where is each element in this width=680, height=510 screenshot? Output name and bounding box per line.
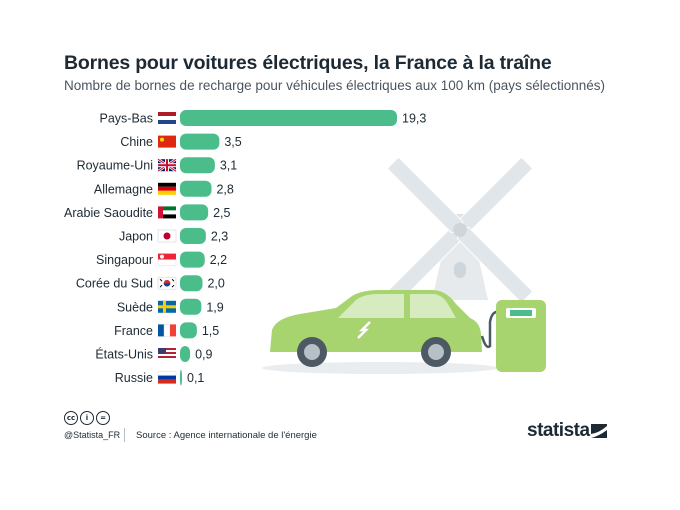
bar bbox=[180, 204, 209, 221]
bar-row: Suède 1,9 bbox=[117, 298, 224, 315]
category-label: Japon bbox=[119, 230, 153, 244]
flag-france-icon bbox=[158, 324, 176, 337]
category-label: Russie bbox=[115, 371, 153, 385]
bars-layer: Pays-Bas 19,3 Chine 3,5 Royaume-Uni 3,1 Allema… bbox=[64, 110, 426, 386]
statista-logo-icon bbox=[591, 424, 607, 438]
flag-sweden-icon bbox=[158, 300, 176, 313]
bar bbox=[180, 110, 397, 126]
value-label: 2,2 bbox=[210, 253, 227, 267]
flag-saudi-arabia-icon bbox=[158, 206, 176, 219]
license-icons: cc i = bbox=[64, 411, 110, 425]
bar-row: Allemagne 2,8 bbox=[94, 180, 234, 197]
bar-row: Singapour 2,2 bbox=[96, 251, 227, 268]
category-label: Pays-Bas bbox=[100, 112, 154, 126]
value-label: 3,5 bbox=[224, 135, 241, 149]
bar bbox=[180, 346, 191, 362]
bar-row: France 1,5 bbox=[114, 322, 219, 339]
value-label: 1,9 bbox=[206, 300, 223, 314]
flag-united-kingdom-icon bbox=[157, 158, 177, 173]
bar bbox=[180, 251, 205, 268]
category-label: Royaume-Uni bbox=[77, 159, 153, 173]
category-label: Suède bbox=[117, 300, 153, 314]
bar-row: Royaume-Uni 3,1 bbox=[77, 157, 237, 174]
value-label: 2,8 bbox=[216, 182, 233, 196]
value-label: 1,5 bbox=[202, 324, 219, 338]
flag-china-icon bbox=[158, 135, 176, 148]
flag-united-states-icon bbox=[158, 348, 176, 360]
chart-title: Bornes pour voitures électriques, la Fra… bbox=[64, 52, 552, 74]
category-label: Corée du Sud bbox=[76, 277, 153, 291]
bar bbox=[180, 322, 197, 339]
bar bbox=[180, 275, 203, 292]
bar-row: Japon 2,3 bbox=[119, 228, 228, 244]
flag-singapore-icon bbox=[157, 253, 177, 266]
chart-subtitle: Nombre de bornes de recharge pour véhicu… bbox=[64, 78, 606, 93]
category-label: États-Unis bbox=[95, 347, 153, 362]
cc-icon: cc bbox=[64, 411, 78, 425]
bar bbox=[180, 228, 206, 244]
bar bbox=[180, 157, 215, 174]
flag-south-korea-icon bbox=[157, 276, 177, 290]
value-label: 3,1 bbox=[220, 159, 237, 173]
category-label: Chine bbox=[120, 135, 153, 149]
source-note: Source : Agence internationale de l'éner… bbox=[136, 430, 317, 441]
flag-japan-icon bbox=[157, 229, 177, 243]
flag-netherlands-icon bbox=[158, 112, 176, 124]
value-label: 2,3 bbox=[211, 230, 228, 244]
footer-divider bbox=[124, 428, 125, 442]
bar-row: États-Unis 0,9 bbox=[95, 346, 213, 362]
category-label: Arabie Saoudite bbox=[64, 206, 153, 220]
flag-russia-icon bbox=[157, 371, 177, 384]
bar-row: Russie 0,1 bbox=[115, 369, 204, 386]
value-label: 2,0 bbox=[207, 277, 224, 291]
value-label: 0,1 bbox=[187, 371, 204, 385]
category-label: Singapour bbox=[96, 253, 153, 267]
bar bbox=[180, 369, 182, 386]
charging-station-icon bbox=[480, 300, 546, 372]
category-label: France bbox=[114, 324, 153, 338]
brand-logo: statista bbox=[527, 420, 590, 441]
value-label: 2,5 bbox=[213, 206, 230, 220]
category-label: Allemagne bbox=[94, 182, 153, 196]
bar bbox=[180, 133, 220, 150]
bar-row: Corée du Sud 2,0 bbox=[76, 275, 225, 292]
bar-row: Pays-Bas 19,3 bbox=[100, 110, 426, 126]
by-icon: i bbox=[80, 411, 94, 425]
nd-icon: = bbox=[96, 411, 110, 425]
bar bbox=[180, 180, 212, 197]
bar bbox=[180, 298, 202, 315]
bar-row: Chine 3,5 bbox=[120, 133, 242, 150]
social-handle: @Statista_FR bbox=[64, 430, 121, 440]
flag-germany-icon bbox=[158, 182, 176, 195]
car-icon bbox=[262, 290, 498, 374]
value-label: 0,9 bbox=[195, 348, 212, 362]
value-label: 19,3 bbox=[402, 112, 426, 126]
bar-row: Arabie Saoudite 2,5 bbox=[64, 204, 231, 221]
